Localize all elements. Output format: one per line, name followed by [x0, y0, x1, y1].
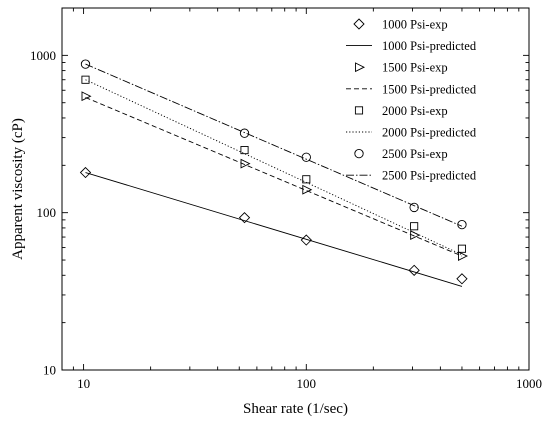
- data-point: [457, 244, 467, 253]
- data-point: [239, 128, 250, 138]
- legend-label: 2500 Psi-exp: [382, 147, 448, 161]
- series-line: [85, 63, 463, 227]
- data-point: [456, 273, 468, 285]
- legend-label: 1500 Psi-exp: [382, 61, 448, 75]
- series-line: [85, 97, 463, 257]
- data-point: [81, 91, 92, 102]
- y-tick-label: 10: [43, 363, 56, 378]
- x-tick-label: 10: [77, 376, 90, 391]
- legend-label: 1500 Psi-predicted: [382, 82, 477, 96]
- series-4: [85, 97, 463, 257]
- series-8: [85, 63, 463, 227]
- series-line: [85, 79, 463, 256]
- legend-entry: 1000 Psi-predicted: [346, 39, 477, 53]
- y-tick-label: 100: [37, 205, 57, 220]
- data-point: [408, 264, 420, 276]
- legend-label: 2500 Psi-predicted: [382, 169, 477, 183]
- series-2: [85, 172, 463, 287]
- x-tick-label: 1000: [516, 376, 542, 391]
- x-axis-label: Shear rate (1/sec): [243, 401, 348, 417]
- series-3: [81, 91, 468, 261]
- legend-swatch: [353, 18, 365, 30]
- legend-label: 1000 Psi-exp: [382, 18, 448, 32]
- legend-swatch: [354, 148, 364, 159]
- data-point: [410, 230, 421, 241]
- data-point: [240, 158, 251, 169]
- series-line: [85, 172, 463, 287]
- data-point: [81, 75, 90, 84]
- legend-swatch: [354, 106, 364, 115]
- data-point: [302, 175, 311, 184]
- legend-label: 2000 Psi-exp: [382, 104, 448, 118]
- legend-entry: 2000 Psi-predicted: [346, 126, 477, 140]
- series-5: [81, 75, 467, 253]
- series-1: [79, 166, 468, 285]
- y-axis-label: Apparent viscosity (cP): [10, 118, 26, 260]
- legend-entry: 1000 Psi-exp: [353, 18, 448, 32]
- data-point: [410, 222, 419, 231]
- data-point: [458, 251, 468, 261]
- plot-frame: [61, 7, 530, 371]
- legend: 1000 Psi-exp 1000 Psi-predicted 1500 Psi-e…: [346, 18, 477, 183]
- legend-label: 1000 Psi-predicted: [382, 39, 477, 53]
- legend-entry: 2000 Psi-exp: [354, 104, 448, 118]
- x-tick-label: 100: [297, 376, 317, 391]
- y-tick-label: 1000: [30, 48, 56, 63]
- legend-label: 2000 Psi-predicted: [382, 126, 477, 140]
- data-point: [80, 59, 91, 69]
- legend-entry: 1500 Psi-exp: [355, 61, 448, 75]
- series-6: [85, 79, 463, 256]
- legend-entry: 1500 Psi-predicted: [346, 82, 477, 96]
- data-point: [302, 184, 313, 195]
- legend-swatch: [355, 62, 366, 73]
- data-point: [240, 146, 249, 155]
- axes: 10 100 1000 10 100 1000: [30, 7, 542, 391]
- data-point: [238, 212, 251, 224]
- legend-entry: 2500 Psi-predicted: [346, 169, 477, 183]
- plot-area: [79, 59, 468, 287]
- data-point: [79, 166, 92, 179]
- legend-entry: 2500 Psi-exp: [354, 147, 448, 161]
